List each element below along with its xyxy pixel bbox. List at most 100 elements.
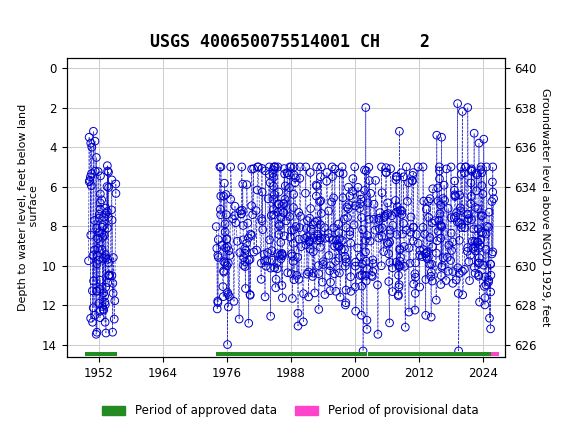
Point: [448, 239, 458, 246]
Point: [213, 298, 222, 304]
Point: [460, 169, 469, 176]
Point: [245, 291, 255, 298]
Point: [328, 237, 338, 243]
Point: [252, 247, 261, 254]
Point: [410, 307, 419, 313]
Point: [278, 295, 287, 301]
Point: [93, 252, 102, 259]
Point: [301, 190, 310, 197]
Point: [219, 267, 228, 274]
Point: [428, 243, 437, 250]
Point: [373, 282, 382, 289]
Point: [478, 190, 487, 197]
Point: [480, 283, 489, 290]
Point: [89, 278, 98, 285]
Point: [108, 254, 118, 261]
Point: [281, 217, 291, 224]
Point: [277, 250, 287, 257]
Point: [90, 217, 99, 224]
Point: [273, 265, 282, 272]
Point: [450, 178, 459, 184]
Point: [269, 206, 278, 213]
Point: [454, 347, 463, 354]
Point: [345, 201, 354, 208]
Point: [474, 245, 483, 252]
Point: [241, 263, 250, 270]
Point: [380, 213, 390, 220]
Point: [415, 283, 425, 290]
Point: [220, 180, 229, 187]
Point: [101, 254, 110, 261]
Point: [384, 250, 393, 257]
Point: [274, 201, 284, 208]
Point: [455, 219, 464, 226]
Point: [341, 299, 350, 306]
Point: [476, 237, 485, 243]
Point: [269, 170, 278, 177]
Point: [305, 215, 314, 221]
Point: [394, 261, 404, 268]
Point: [484, 224, 493, 230]
Point: [111, 181, 121, 187]
Point: [309, 270, 318, 276]
Point: [380, 214, 389, 221]
Point: [249, 249, 259, 255]
Point: [315, 198, 324, 205]
Point: [379, 248, 388, 255]
Point: [96, 314, 105, 321]
Point: [484, 277, 494, 284]
Point: [216, 211, 226, 218]
Point: [287, 250, 296, 257]
Point: [427, 278, 437, 285]
Point: [332, 241, 342, 248]
Point: [95, 277, 104, 284]
Point: [451, 193, 460, 200]
Point: [295, 236, 304, 243]
Point: [378, 189, 387, 196]
Point: [338, 237, 347, 244]
Point: [258, 189, 267, 196]
Point: [356, 253, 365, 260]
Point: [414, 163, 423, 170]
Point: [85, 177, 95, 184]
Point: [456, 207, 465, 214]
Point: [289, 191, 298, 198]
Point: [274, 231, 284, 238]
Bar: [491, 352, 499, 356]
Point: [291, 174, 300, 181]
Point: [388, 288, 397, 295]
Point: [358, 347, 368, 354]
Point: [244, 234, 253, 241]
Point: [346, 240, 356, 246]
Point: [235, 249, 244, 256]
Point: [258, 226, 267, 233]
Point: [93, 168, 103, 175]
Point: [456, 224, 466, 231]
Point: [436, 202, 445, 209]
Point: [392, 176, 401, 183]
Point: [438, 195, 447, 202]
Point: [474, 255, 484, 261]
Point: [356, 191, 365, 198]
Point: [281, 182, 290, 189]
Point: [92, 287, 101, 294]
Point: [462, 211, 472, 218]
Point: [267, 257, 277, 264]
Point: [263, 195, 273, 202]
Point: [472, 172, 481, 178]
Point: [365, 216, 374, 223]
Point: [231, 219, 240, 226]
Point: [437, 224, 447, 230]
Point: [392, 259, 401, 266]
Point: [295, 175, 305, 182]
Point: [334, 229, 343, 236]
Point: [110, 297, 119, 304]
Point: [362, 167, 371, 174]
Point: [93, 257, 103, 264]
Point: [330, 243, 339, 249]
Point: [452, 209, 461, 216]
Point: [350, 163, 360, 170]
Point: [228, 215, 237, 222]
Point: [264, 171, 274, 178]
Point: [382, 169, 391, 176]
